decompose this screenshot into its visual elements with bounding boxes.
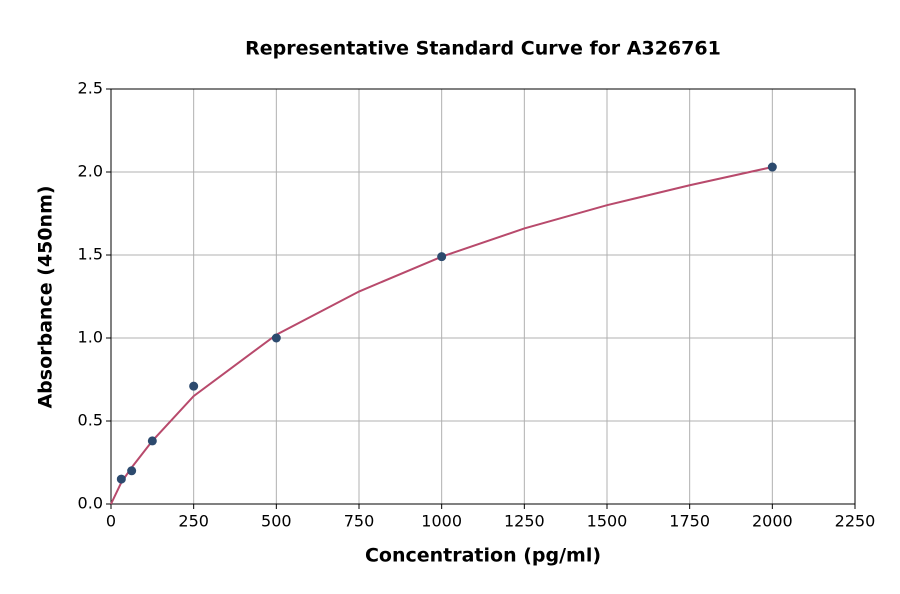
data-point — [116, 474, 126, 484]
y-tick-label: 0.0 — [78, 494, 103, 513]
data-point — [189, 381, 199, 391]
y-tick-label: 1.5 — [78, 245, 103, 264]
x-axis-label: Concentration (pg/ml) — [365, 545, 601, 567]
x-tick-label: 1000 — [421, 512, 462, 531]
x-tick-label: 1750 — [669, 512, 710, 531]
y-tick-label: 0.5 — [78, 411, 103, 430]
x-tick-label: 750 — [344, 512, 375, 531]
x-tick-label: 500 — [261, 512, 292, 531]
y-tick-label: 2.0 — [78, 162, 103, 181]
data-point — [127, 466, 137, 476]
chart-title: Representative Standard Curve for A32676… — [245, 38, 721, 60]
x-tick-label: 1500 — [587, 512, 628, 531]
y-tick-label: 2.5 — [78, 79, 103, 98]
x-tick-label: 1250 — [504, 512, 545, 531]
x-tick-label: 0 — [106, 512, 116, 531]
y-tick-label: 1.0 — [78, 328, 103, 347]
x-tick-label: 2250 — [835, 512, 876, 531]
plot-frame — [110, 88, 856, 505]
data-point — [271, 333, 281, 343]
data-point — [147, 436, 157, 446]
data-point — [767, 162, 777, 172]
x-tick-label: 250 — [178, 512, 209, 531]
x-tick-label: 2000 — [752, 512, 793, 531]
data-point — [437, 252, 447, 262]
y-axis-label: Absorbance (450nm) — [35, 185, 57, 408]
